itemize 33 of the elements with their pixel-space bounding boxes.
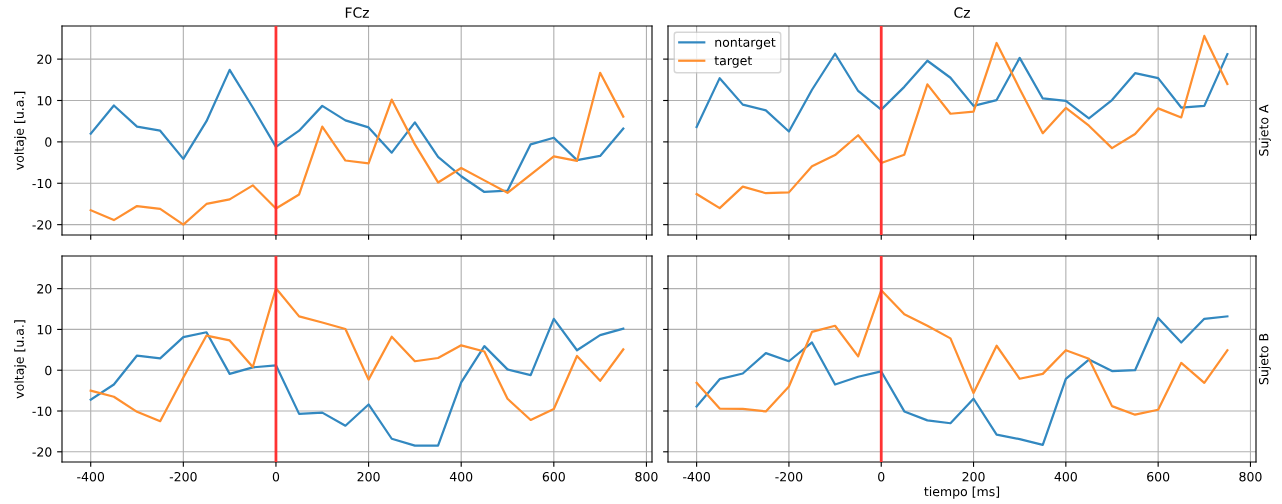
y-tick-label: 20 xyxy=(37,284,52,294)
x-tick-label: 800 xyxy=(635,471,658,482)
y-tick-label: -10 xyxy=(32,406,52,416)
x-axis-title: tiempo [ms] xyxy=(924,486,1000,499)
x-tick-label: -200 xyxy=(775,471,803,482)
y2-axis-title: Sujeto B xyxy=(1258,333,1271,385)
y-tick-label: -20 xyxy=(32,220,52,230)
x-tick-label: 400 xyxy=(449,471,473,482)
y2-axis-title: Sujeto A xyxy=(1258,104,1271,156)
x-tick-label: 0 xyxy=(272,471,280,482)
x-tick-label: 600 xyxy=(1147,471,1170,482)
y-tick-label: 10 xyxy=(37,95,52,106)
x-tick-label: 200 xyxy=(357,471,380,482)
y-axis-title: voltaje [u.a.] xyxy=(14,320,27,399)
x-tick-label: 600 xyxy=(542,471,565,482)
y-tick-label: 0 xyxy=(45,365,52,376)
y-tick-label: 20 xyxy=(37,54,52,65)
chart-title: FCz xyxy=(345,7,369,18)
y-tick-label: 10 xyxy=(37,324,52,335)
x-tick-label: -400 xyxy=(77,471,105,482)
x-tick-label: 800 xyxy=(1239,471,1262,482)
legend-label: target xyxy=(714,56,752,68)
y-tick-label: -10 xyxy=(32,178,52,189)
x-tick-label: 0 xyxy=(878,471,885,482)
x-tick-label: 200 xyxy=(962,471,985,482)
legend-label: nontarget xyxy=(715,37,776,50)
y-tick-label: 0 xyxy=(45,137,52,147)
chart-title: Cz xyxy=(954,7,970,18)
y-axis-title: voltaje [u.a.] xyxy=(14,91,27,170)
x-tick-label: -400 xyxy=(683,471,710,482)
x-tick-label: 400 xyxy=(1054,471,1077,482)
y-tick-label: -20 xyxy=(32,447,52,457)
x-tick-label: -200 xyxy=(169,471,197,482)
